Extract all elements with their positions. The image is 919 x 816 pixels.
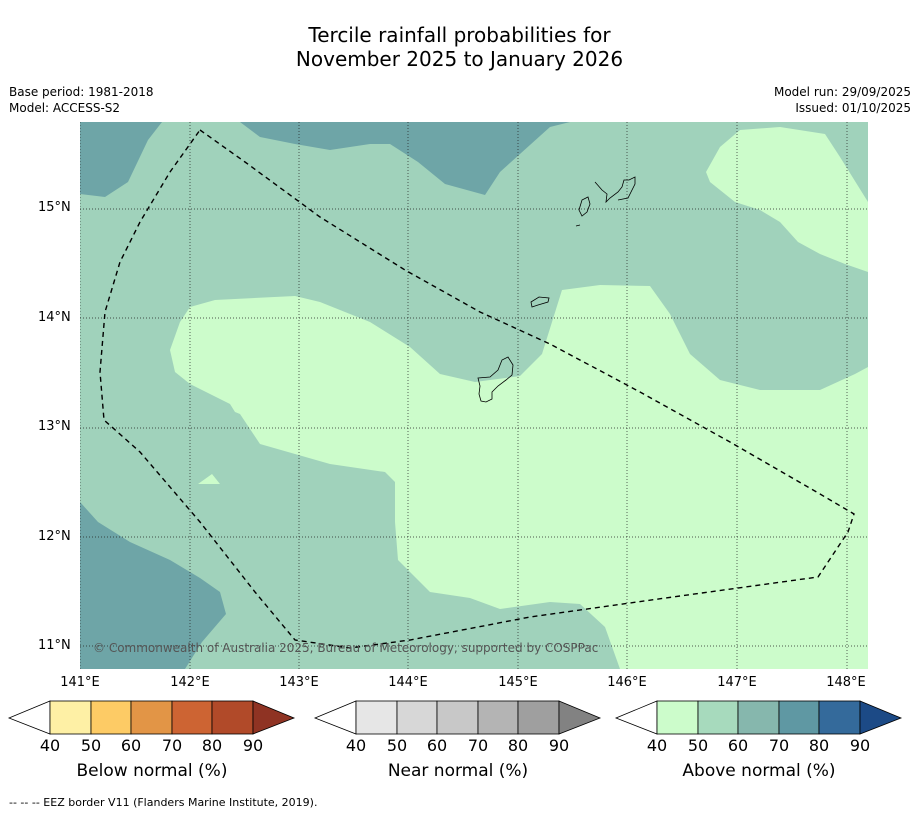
colorbar-above-swatch-4: [818, 700, 861, 735]
title-line-2: November 2025 to January 2026: [295, 47, 624, 71]
colorbar-above-tick: 80: [808, 736, 830, 755]
colorbar-near-tick: 80: [507, 736, 529, 755]
lon-label-143e: 143°E: [279, 675, 319, 690]
lon-label-142e: 142°E: [170, 675, 210, 690]
graticule: [80, 122, 868, 669]
colorbar-above-tick: 40: [646, 736, 668, 755]
colorbar-below-swatch-0: [49, 700, 92, 735]
guam-outline: [477, 356, 514, 403]
colorbar-near-swatch-1: [396, 700, 438, 735]
colorbar-above-swatch-2: [737, 700, 780, 735]
colorbar-above: [614, 700, 903, 735]
title-line-1: Tercile rainfall probabilities for: [308, 23, 611, 47]
copyright-notice: © Commonwealth of Australia 2025, Bureau…: [93, 641, 599, 655]
colorbar-above-tick: 70: [768, 736, 790, 755]
colorbar-above-tick: 90: [849, 736, 871, 755]
colorbar-near-swatch-0: [355, 700, 398, 735]
colorbars-svg: [7, 700, 903, 735]
above-normal-50-60-region-northeast: [706, 127, 868, 272]
colorbar-below: [7, 700, 296, 735]
colorbar-near-extend-low: [313, 700, 357, 735]
colorbar-below-tick: 90: [242, 736, 264, 755]
lon-label-145e: 145°E: [498, 675, 538, 690]
colorbar-above-swatch-1: [697, 700, 739, 735]
colorbar-near: [313, 700, 602, 735]
lon-label-147e: 147°E: [717, 675, 757, 690]
colorbar-below-extend-high: [252, 700, 296, 735]
colorbar-near-label: Near normal (%): [387, 761, 529, 781]
map: [80, 122, 868, 669]
base-period-label: Base period: 1981-2018: [9, 85, 154, 99]
colorbar-below-extend-low: [7, 700, 51, 735]
lat-label-15n: 15°N: [38, 200, 71, 215]
colorbar-near-tick: 40: [345, 736, 367, 755]
lat-label-13n: 13°N: [38, 419, 71, 434]
lon-label-144e: 144°E: [388, 675, 428, 690]
map-svg: [80, 122, 868, 669]
colorbar-near-tick: 50: [386, 736, 408, 755]
above-normal-60-70-region-north: [80, 122, 570, 197]
colorbar-above-tick: 50: [687, 736, 709, 755]
colorbar-near-swatch-4: [517, 700, 560, 735]
lat-label-11n: 11°N: [38, 638, 71, 653]
colorbar-below-swatch-2: [130, 700, 173, 735]
lat-label-12n: 12°N: [38, 529, 71, 544]
colorbar-near-tick: 60: [426, 736, 448, 755]
colorbar-above-swatch-3: [778, 700, 820, 735]
colorbar-above-label: Above normal (%): [682, 761, 836, 781]
lon-label-148e: 148°E: [826, 675, 866, 690]
lon-label-146e: 146°E: [607, 675, 647, 690]
colorbar-below-swatch-3: [171, 700, 213, 735]
colorbar-near-tick: 70: [467, 736, 489, 755]
anatahan-outline: [575, 224, 581, 227]
colorbar-below-tick: 60: [120, 736, 142, 755]
colorbar-below-tick: 80: [201, 736, 223, 755]
colorbar-below-swatch-1: [90, 700, 132, 735]
colorbar-near-swatch-2: [436, 700, 479, 735]
eez-legend-note: -- -- -- EEZ border V11 (Flanders Marine…: [9, 796, 318, 809]
model-run-label: Model run: 29/09/2025: [773, 85, 911, 99]
colorbar-above-tick: 60: [727, 736, 749, 755]
colorbar-below-tick: 50: [80, 736, 102, 755]
colorbar-near-tick: 90: [548, 736, 570, 755]
lon-label-141e: 141°E: [60, 675, 100, 690]
colorbar-near-swatch-3: [477, 700, 519, 735]
colorbar-below-swatch-4: [211, 700, 254, 735]
saipan-outline: [594, 176, 636, 204]
island-outlines: [477, 176, 636, 403]
colorbar-above-extend-high: [859, 700, 903, 735]
colorbar-above-extend-low: [614, 700, 658, 735]
above-normal-50-60-region-inner: [170, 285, 868, 669]
above-normal-60-70-region-southwest: [80, 502, 226, 669]
issued-label: Issued: 01/10/2025: [795, 101, 911, 115]
above-normal-50-60-region-islet: [198, 474, 220, 484]
tinian-outline: [578, 196, 591, 217]
colorbar-near-extend-high: [558, 700, 602, 735]
colorbar-above-swatch-0: [656, 700, 699, 735]
colorbar-below-label: Below normal (%): [76, 761, 228, 781]
colorbar-below-tick: 70: [161, 736, 183, 755]
rota-outline: [530, 296, 550, 308]
colorbar-below-tick: 40: [39, 736, 61, 755]
lat-label-14n: 14°N: [38, 310, 71, 325]
model-label: Model: ACCESS-S2: [9, 101, 121, 115]
eez-border: [99, 129, 855, 649]
